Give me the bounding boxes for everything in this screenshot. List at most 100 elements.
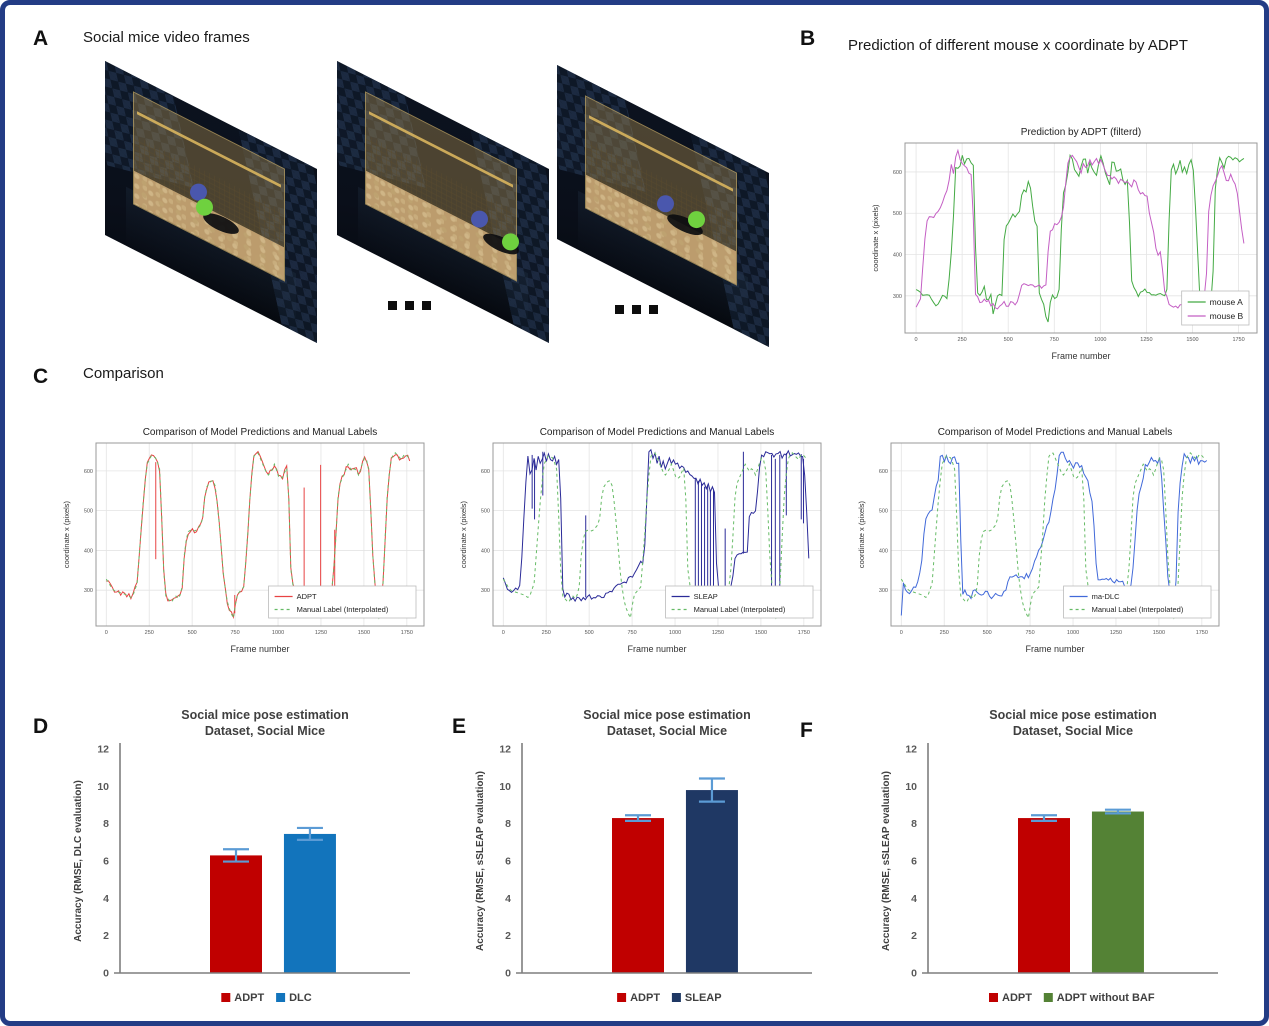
svg-text:1500: 1500 <box>1186 337 1198 343</box>
panel-d-label: D <box>33 715 49 738</box>
svg-text:Manual Label (Interpolated): Manual Label (Interpolated) <box>1092 605 1184 614</box>
line-series <box>106 450 411 620</box>
svg-text:0: 0 <box>103 968 109 980</box>
chart-subtitle: Dataset, Social Mice <box>607 724 727 738</box>
svg-text:ADPT: ADPT <box>630 992 660 1004</box>
svg-text:10: 10 <box>905 781 917 793</box>
panel-c-label: C <box>33 365 49 388</box>
chart-subtitle: Dataset, Social Mice <box>1013 724 1133 738</box>
svg-text:4: 4 <box>103 893 109 905</box>
panel-c-caption: Comparison <box>83 365 164 382</box>
svg-text:1250: 1250 <box>315 630 327 636</box>
svg-text:ADPT: ADPT <box>1002 992 1032 1004</box>
line-series <box>105 452 411 620</box>
ellipsis-dot <box>388 301 397 310</box>
svg-text:10: 10 <box>97 781 109 793</box>
svg-text:250: 250 <box>145 630 154 636</box>
svg-text:8: 8 <box>911 818 917 830</box>
chart-title: Comparison of Model Predictions and Manu… <box>143 427 378 438</box>
svg-text:ma-DLC: ma-DLC <box>1092 592 1121 601</box>
svg-text:750: 750 <box>1026 630 1035 636</box>
panel-f-bar-chart: Social mice pose estimation Dataset, Soci… <box>881 708 1218 1004</box>
y-axis-label: Accuracy (RMSE, sSLEAP evaluation) <box>881 771 892 951</box>
video-frame-2 <box>337 61 549 344</box>
line-series <box>502 448 810 603</box>
x-axis-label: Frame number <box>230 644 289 654</box>
panel-e-label: E <box>452 715 467 738</box>
svg-text:500: 500 <box>893 211 902 217</box>
panel-a-caption: Social mice video frames <box>83 29 250 46</box>
svg-text:300: 300 <box>879 588 888 594</box>
mouse-b-marker-dot <box>470 209 488 227</box>
svg-text:500: 500 <box>585 630 594 636</box>
svg-text:500: 500 <box>481 509 490 515</box>
svg-text:2: 2 <box>505 930 511 942</box>
bar-ADPT without BAF <box>1091 811 1144 973</box>
svg-text:2: 2 <box>103 930 109 942</box>
line-series <box>900 451 1208 616</box>
ellipsis-dot <box>632 305 641 314</box>
y-axis-label: coordinate x (pixels) <box>857 500 866 568</box>
plot-area: 0 250 500 750 1000 1250 1500 1750 300 400 500 600 <box>893 142 1258 343</box>
panel-c-sleap-chart: 0 250 500 750 1000 1250 1500 1750 300 400 500 600 Co… <box>459 427 822 654</box>
svg-text:500: 500 <box>879 509 888 515</box>
svg-text:600: 600 <box>481 469 490 475</box>
svg-text:1750: 1750 <box>401 630 413 636</box>
panel-b-label: B <box>800 27 816 50</box>
svg-text:8: 8 <box>505 818 511 830</box>
chart-subtitle: Dataset, Social Mice <box>205 724 325 738</box>
svg-text:250: 250 <box>542 630 551 636</box>
svg-text:600: 600 <box>893 170 902 176</box>
svg-text:0: 0 <box>911 968 917 980</box>
svg-text:300: 300 <box>481 588 490 594</box>
ellipsis-dot <box>405 301 414 310</box>
svg-text:1000: 1000 <box>272 630 284 636</box>
svg-text:750: 750 <box>231 630 240 636</box>
ellipsis-dots <box>388 301 431 310</box>
video-frame-3 <box>557 65 769 348</box>
legend: SLEAP Manual Label (Interpolated) <box>665 585 814 619</box>
svg-text:600: 600 <box>879 469 888 475</box>
svg-text:ADPT without BAF: ADPT without BAF <box>1057 992 1155 1004</box>
panel-d-bar-chart: Social mice pose estimation Dataset, Soci… <box>73 708 410 1004</box>
bar-ADPT <box>612 818 664 973</box>
svg-text:1250: 1250 <box>1140 337 1152 343</box>
svg-text:ADPT: ADPT <box>234 992 264 1004</box>
svg-text:8: 8 <box>103 818 109 830</box>
x-axis-label: Frame number <box>1051 351 1110 361</box>
svg-text:12: 12 <box>499 744 511 756</box>
x-axis-label: Frame number <box>627 644 686 654</box>
panel-b-line-chart: 0 250 500 750 1000 1250 1500 1750 300 400 500 600 Pr… <box>871 127 1258 361</box>
mouse-a-marker-dot <box>502 233 520 251</box>
chart-title: Comparison of Model Predictions and Manu… <box>540 427 775 438</box>
svg-text:DLC: DLC <box>289 992 312 1004</box>
svg-text:SLEAP: SLEAP <box>685 992 722 1004</box>
line-series <box>900 452 1206 620</box>
svg-text:6: 6 <box>505 856 511 868</box>
legend: ADPT DLC <box>221 992 312 1004</box>
svg-text:4: 4 <box>911 893 917 905</box>
chart-title: Social mice pose estimation <box>989 708 1156 722</box>
svg-text:400: 400 <box>84 548 93 554</box>
legend: mouse A mouse B <box>1181 290 1250 326</box>
y-axis-label: coordinate x (pixels) <box>459 500 468 568</box>
svg-text:1750: 1750 <box>1196 630 1208 636</box>
svg-text:2: 2 <box>911 930 917 942</box>
bar-SLEAP <box>685 790 738 973</box>
svg-text:mouse A: mouse A <box>1210 297 1243 307</box>
svg-text:1250: 1250 <box>712 630 724 636</box>
svg-text:1500: 1500 <box>358 630 370 636</box>
svg-text:1500: 1500 <box>755 630 767 636</box>
svg-text:1000: 1000 <box>1067 630 1079 636</box>
svg-text:Manual Label (Interpolated): Manual Label (Interpolated) <box>694 605 786 614</box>
svg-text:750: 750 <box>628 630 637 636</box>
svg-text:400: 400 <box>893 253 902 259</box>
y-axis-label: coordinate x (pixels) <box>871 204 880 272</box>
y-axis-label: Accuracy (RMSE, DLC evaluation) <box>73 780 84 942</box>
panel-e-bar-chart: Social mice pose estimation Dataset, Soci… <box>475 708 812 1004</box>
svg-text:250: 250 <box>940 630 949 636</box>
svg-text:0: 0 <box>505 968 511 980</box>
svg-text:250: 250 <box>958 337 967 343</box>
chart-title: Social mice pose estimation <box>181 708 348 722</box>
ellipsis-dot <box>615 305 624 314</box>
